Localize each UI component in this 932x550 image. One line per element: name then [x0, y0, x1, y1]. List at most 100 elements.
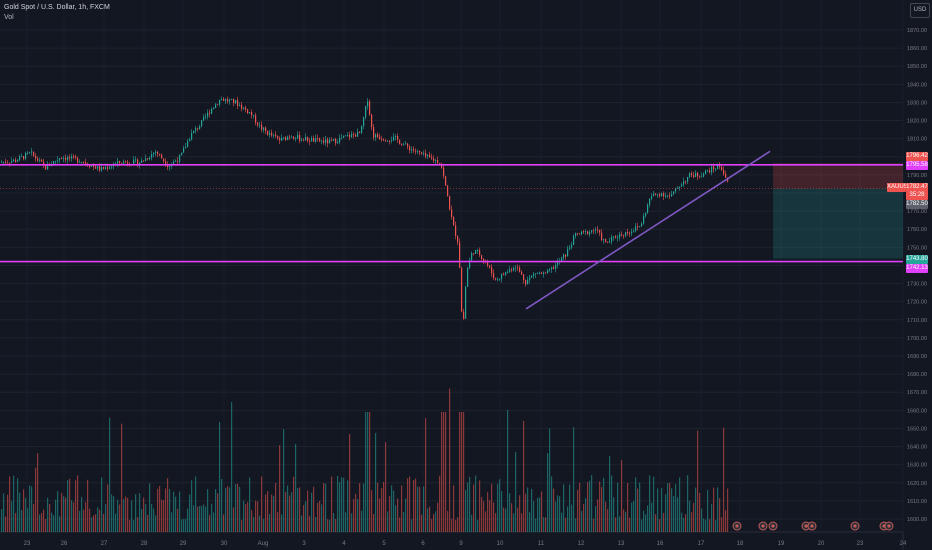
- candle: [153, 152, 155, 155]
- volume-bar: [225, 487, 227, 532]
- volume-bar: [165, 488, 167, 532]
- volume-bar: [99, 509, 101, 532]
- volume-bar: [229, 487, 231, 532]
- candle: [257, 122, 259, 126]
- candle: [39, 159, 41, 161]
- currency-button[interactable]: USD: [910, 3, 930, 18]
- candle: [597, 229, 599, 231]
- candle: [689, 173, 691, 178]
- candle: [721, 166, 723, 171]
- candle: [417, 150, 419, 152]
- price-tick-label: 1670.00: [907, 390, 927, 396]
- candle: [255, 115, 257, 123]
- volume-bar: [27, 508, 29, 532]
- candle: [437, 159, 439, 164]
- price-tick-label: 1730.00: [907, 282, 927, 288]
- candle: [349, 134, 351, 138]
- volume-bar: [159, 485, 161, 532]
- time-axis[interactable]: 23 26 27 28 29 30 Aug 3 4 5 6 9 10 11 12 13 16 17 18 19 20 23…: [24, 541, 907, 547]
- volume-bar: [599, 481, 601, 532]
- candle: [503, 274, 505, 275]
- candle: [91, 165, 93, 167]
- price-axis[interactable]: 1870.00 1860.00 1850.00 1840.00 1830.00 1820.…: [907, 28, 927, 523]
- candle: [605, 239, 607, 243]
- volume-bar: [491, 483, 493, 532]
- candle: [607, 242, 609, 244]
- volume-bar: [347, 480, 349, 532]
- candle: [191, 132, 193, 140]
- volume-bar: [193, 505, 195, 532]
- volume-bar: [29, 485, 31, 532]
- event-markers[interactable]: [732, 521, 894, 531]
- candle: [189, 139, 191, 142]
- candle: [133, 159, 135, 165]
- candle: [185, 147, 187, 149]
- candle: [3, 161, 5, 163]
- volume-bar: [341, 477, 343, 532]
- volume-bar: [289, 495, 291, 532]
- candle: [123, 161, 125, 164]
- volume-bar: [555, 501, 557, 532]
- candle: [309, 140, 311, 142]
- candle: [515, 267, 517, 269]
- volume-bars: [1, 388, 729, 532]
- volume-bar: [581, 510, 583, 532]
- drawing-lines[interactable]: [0, 150, 903, 310]
- candle: [317, 138, 319, 139]
- candle: [41, 159, 43, 162]
- candle: [615, 236, 617, 238]
- candle: [425, 153, 427, 157]
- volume-bar: [501, 491, 503, 532]
- volume-bar: [203, 504, 205, 532]
- volume-bar: [709, 519, 711, 532]
- volume-bar: [627, 483, 629, 532]
- candle: [73, 156, 75, 157]
- volume-bar: [447, 510, 449, 532]
- symbol-title[interactable]: Gold Spot / U.S. Dollar, 1h, FXCM: [4, 4, 110, 11]
- candle: [649, 198, 651, 205]
- candle: [323, 140, 325, 143]
- volume-bar: [307, 490, 309, 532]
- candle: [221, 99, 223, 100]
- candle: [321, 140, 323, 142]
- volume-bar: [31, 486, 33, 532]
- candle: [575, 233, 577, 237]
- volume-bar: [363, 483, 365, 532]
- price-tick-label: 1700.00: [907, 336, 927, 342]
- candle: [543, 272, 545, 274]
- candle: [95, 166, 97, 169]
- volume-bar: [259, 515, 261, 532]
- volume-bar: [145, 504, 147, 532]
- candle: [659, 194, 661, 196]
- volume-bar: [285, 492, 287, 532]
- volume-bar: [83, 509, 85, 532]
- volume-indicator-label[interactable]: Vol: [4, 14, 14, 21]
- position-zones[interactable]: [773, 163, 903, 259]
- volume-bar: [719, 498, 721, 532]
- volume-bar: [499, 479, 501, 532]
- volume-bar: [595, 506, 597, 532]
- candle: [451, 209, 453, 218]
- volume-bar: [635, 477, 637, 532]
- candle: [445, 176, 447, 186]
- volume-bar: [185, 518, 187, 532]
- volume-bar: [471, 514, 473, 532]
- volume-bar: [459, 412, 461, 532]
- volume-bar: [313, 486, 315, 532]
- volume-bar: [487, 492, 489, 532]
- time-tick-label: 10: [497, 541, 504, 547]
- volume-bar: [117, 499, 119, 532]
- candle: [199, 126, 201, 129]
- candle: [527, 279, 529, 285]
- volume-bar: [55, 499, 57, 532]
- candle: [125, 161, 127, 163]
- candle: [655, 193, 657, 195]
- candle: [367, 101, 369, 107]
- candle: [375, 134, 377, 138]
- candle: [301, 139, 303, 141]
- candle: [565, 254, 567, 257]
- candle: [243, 107, 245, 109]
- volume-bar: [571, 504, 573, 532]
- volume-bar: [435, 511, 437, 532]
